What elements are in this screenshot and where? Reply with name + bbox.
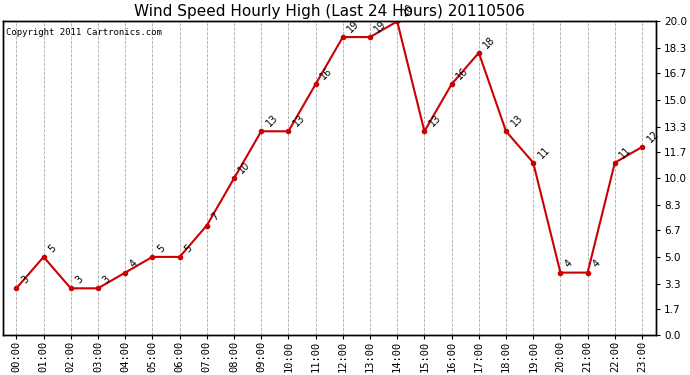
Text: 3: 3 (74, 274, 85, 285)
Text: 20: 20 (400, 3, 416, 19)
Text: 3: 3 (19, 274, 30, 285)
Text: 13: 13 (427, 113, 443, 129)
Text: 13: 13 (509, 113, 524, 129)
Title: Wind Speed Hourly High (Last 24 Hours) 20110506: Wind Speed Hourly High (Last 24 Hours) 2… (134, 4, 524, 19)
Text: 16: 16 (455, 66, 470, 81)
Text: 11: 11 (618, 144, 633, 160)
Text: 19: 19 (346, 19, 362, 34)
Text: 4: 4 (591, 258, 602, 270)
Text: 4: 4 (128, 258, 139, 270)
Text: Copyright 2011 Cartronics.com: Copyright 2011 Cartronics.com (6, 28, 162, 37)
Text: 3: 3 (101, 274, 112, 285)
Text: 10: 10 (237, 160, 253, 176)
Text: 13: 13 (264, 113, 279, 129)
Text: 18: 18 (482, 34, 497, 50)
Text: 7: 7 (210, 211, 221, 223)
Text: 5: 5 (155, 243, 167, 254)
Text: 13: 13 (291, 113, 307, 129)
Text: 16: 16 (318, 66, 334, 81)
Text: 11: 11 (536, 144, 552, 160)
Text: 4: 4 (563, 258, 575, 270)
Text: 5: 5 (46, 243, 58, 254)
Text: 5: 5 (182, 243, 194, 254)
Text: 12: 12 (645, 128, 660, 144)
Text: 19: 19 (373, 19, 388, 34)
